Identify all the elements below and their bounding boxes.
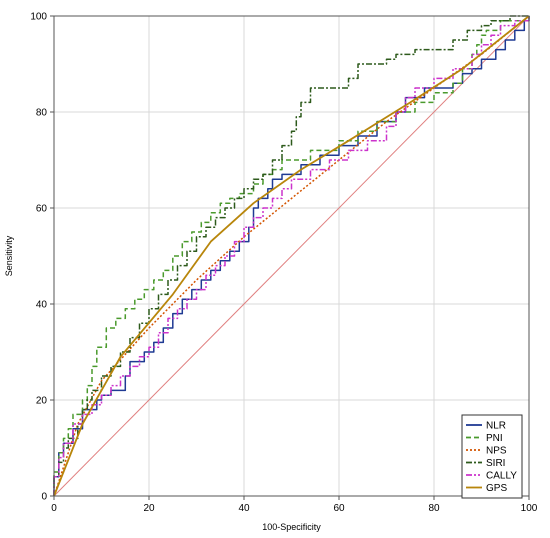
x-tick-label-2: 40 — [238, 503, 250, 514]
legend-label-cally: CALLY — [486, 471, 517, 482]
plot-frame — [53, 15, 530, 497]
x-tick-label-3: 60 — [333, 503, 345, 514]
series-line-nps — [53, 15, 530, 497]
series-line-siri — [53, 15, 529, 496]
x-tick-label-0: 0 — [51, 503, 57, 514]
x-axis-ticks: 0 20 40 60 80 100 — [51, 496, 538, 514]
y-tick-label-3: 60 — [36, 204, 48, 215]
series-line-gps — [53, 15, 530, 497]
y-tick-label-0: 0 — [41, 492, 47, 503]
y-axis-label: Sensitivity — [4, 235, 14, 276]
series-line-cally — [53, 16, 530, 496]
legend-label-nlr: NLR — [486, 421, 506, 432]
legend-box — [461, 414, 523, 499]
legend-label-gps: GPS — [486, 483, 507, 494]
legend-label-siri: SIRI — [486, 458, 505, 469]
series-line-pni — [53, 16, 530, 496]
series-lines — [53, 15, 530, 497]
x-axis-label: 100-Specificity — [262, 522, 321, 532]
y-tick-label-2: 40 — [36, 300, 48, 311]
legend-label-nps: NPS — [486, 446, 507, 457]
x-tick-label-1: 20 — [143, 503, 155, 514]
legend-label-pni: PNI — [486, 433, 503, 444]
y-axis-ticks: 0 20 40 60 80 100 — [30, 12, 54, 503]
x-tick-label-4: 80 — [428, 503, 440, 514]
y-tick-label-1: 20 — [36, 396, 48, 407]
reference-diagonal-line — [53, 15, 530, 497]
y-tick-label-5: 100 — [30, 12, 47, 23]
y-tick-label-4: 80 — [36, 108, 48, 119]
x-tick-label-5: 100 — [521, 503, 538, 514]
